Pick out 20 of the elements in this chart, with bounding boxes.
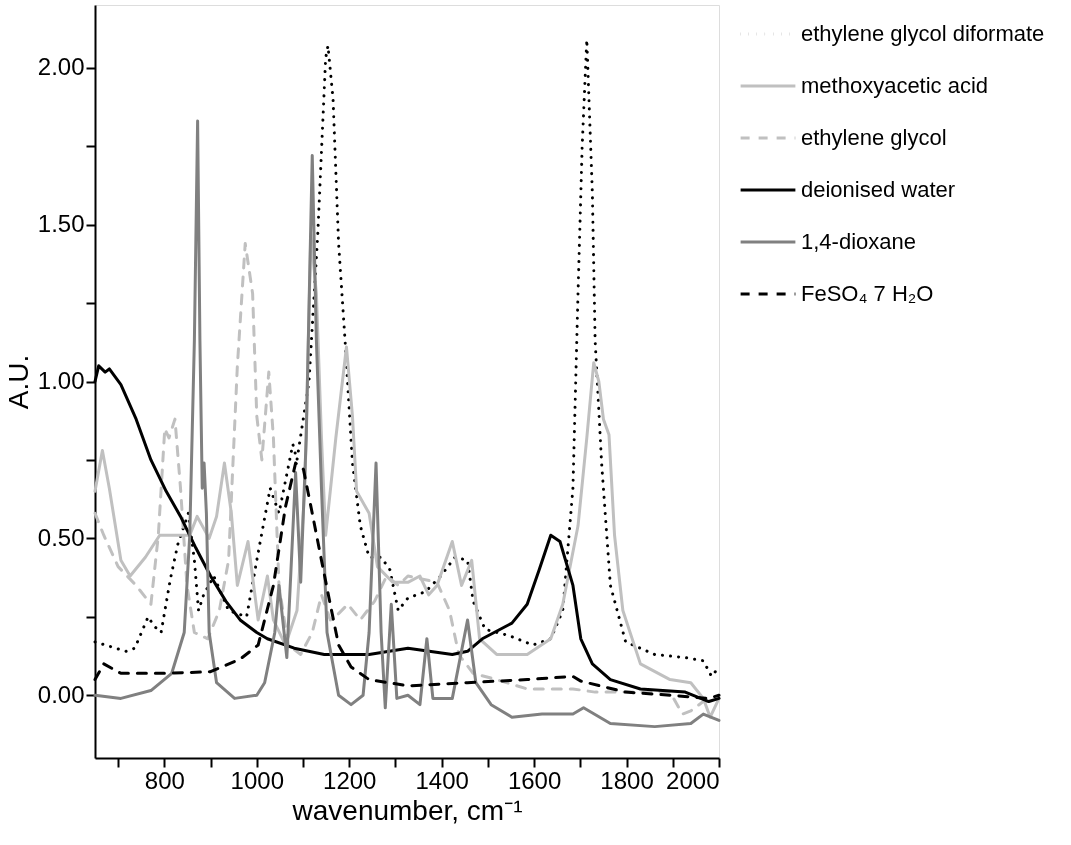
legend-label: ethylene glycol diformate	[801, 21, 1045, 46]
x-tick-label: 1200	[323, 766, 377, 794]
y-tick-label: 0.50	[37, 523, 85, 551]
y-tick-label: 1.50	[37, 210, 85, 238]
x-tick-label: 1600	[507, 766, 562, 794]
x-tick-label: 1400	[415, 766, 469, 794]
x-tick-label: 1800	[600, 766, 654, 794]
x-tick-label: 2000	[666, 766, 720, 794]
x-axis-title: wavenumber, cm⁻¹	[291, 794, 523, 826]
y-tick-label: 1.00	[37, 367, 85, 394]
x-tick-label: 800	[144, 766, 185, 794]
y-tick-label: 2.00	[37, 53, 85, 81]
legend-label: methoxyacetic acid	[801, 73, 989, 98]
legend-label: 1,4-dioxane	[801, 229, 916, 254]
x-tick-label: 1000	[230, 766, 284, 794]
legend-label: ethylene glycol	[801, 125, 947, 150]
legend-label: FeSO₄ 7 H₂O	[801, 281, 934, 306]
y-tick-label: 0.00	[37, 680, 85, 708]
legend-label: deionised water	[801, 177, 956, 202]
y-axis-title: A.U.	[2, 354, 34, 410]
